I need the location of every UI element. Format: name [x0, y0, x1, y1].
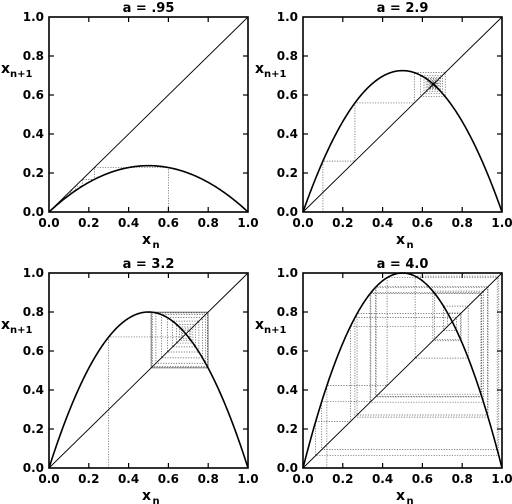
- diagonal-line: [302, 16, 503, 213]
- y-axis-label-subscript: n+1: [264, 325, 286, 336]
- x-tick-label: 0.6: [158, 472, 179, 486]
- y-axis-label-subscript: n+1: [10, 69, 32, 80]
- chart-2: 0.00.0 0.2 0.2 0.4 0.4 0.6 0.6 0.8 0.8 1.0 1.0 a = …: [255, 1, 512, 251]
- chart-title: a = 2.9: [377, 1, 429, 16]
- y-tick-label: 0.4: [277, 383, 298, 397]
- y-tick-label: 0.0: [277, 205, 298, 219]
- y-axis-label: x: [255, 317, 264, 333]
- y-axis-label-subscript: n+1: [10, 325, 32, 336]
- y-tick-label: 0.4: [23, 383, 44, 397]
- x-axis-label-subscript: n: [153, 240, 160, 251]
- x-tick-label: 1.0: [237, 216, 258, 230]
- x-tick-label: 0.6: [412, 472, 433, 486]
- y-axis-label-subscript: n+1: [264, 69, 286, 80]
- x-tick-label: 0.6: [158, 216, 179, 230]
- x-axis-label: x: [142, 232, 151, 248]
- chart-3: 0.00.0 0.2 0.2 0.4 0.4 0.6 0.6 0.8 0.8 1.0 1.0 a = …: [1, 257, 259, 504]
- y-tick-label: 0.8: [277, 305, 298, 319]
- x-tick-label: 1.0: [491, 216, 512, 230]
- x-tick-label: 0.4: [372, 216, 393, 230]
- y-tick-label: 1.0: [23, 10, 44, 24]
- diagonal-line: [48, 272, 249, 469]
- chart-title: a = 4.0: [377, 257, 429, 272]
- y-tick-label: 1.0: [277, 266, 298, 280]
- x-axis-label-subscript: n: [153, 496, 160, 504]
- y-tick-label: 0.0: [23, 205, 44, 219]
- y-tick-label: 0.0: [277, 461, 298, 475]
- cobweb-path: [108, 311, 209, 468]
- x-axis-label: x: [142, 488, 151, 504]
- y-tick-label: 0.6: [23, 88, 44, 102]
- cobweb-path: [49, 167, 169, 212]
- x-tick-label: 0.8: [452, 472, 473, 486]
- logistic-curve: [302, 69, 503, 213]
- x-tick-label: 0.4: [118, 472, 139, 486]
- y-tick-label: 0.2: [23, 422, 44, 436]
- x-tick-label: 0.4: [372, 472, 393, 486]
- x-axis-label: x: [396, 488, 405, 504]
- y-tick-label: 0.2: [277, 422, 298, 436]
- x-tick-label: 0.8: [452, 216, 473, 230]
- x-axis-label-subscript: n: [407, 496, 414, 504]
- logistic-curve: [48, 164, 249, 213]
- chart-title: a = .95: [123, 1, 175, 16]
- x-tick-label: 0.0: [38, 472, 59, 486]
- x-tick-label: 1.0: [237, 472, 258, 486]
- y-tick-label: 0.0: [23, 461, 44, 475]
- x-tick-label: 0.0: [292, 216, 313, 230]
- cobweb-path: [315, 275, 500, 468]
- x-tick-label: 0.4: [118, 216, 139, 230]
- chart-1: 0.00.0 0.2 0.2 0.4 0.4 0.6 0.6 0.8 0.8 1.0 1.0 a = …: [1, 1, 259, 251]
- y-tick-label: 0.2: [23, 166, 44, 180]
- y-tick-label: 0.6: [23, 344, 44, 358]
- y-tick-label: 0.6: [277, 344, 298, 358]
- chart-4: 0.00.0 0.2 0.2 0.4 0.4 0.6 0.6 0.8 0.8 1.0 1.0 a = …: [255, 257, 512, 504]
- y-tick-label: 0.6: [277, 88, 298, 102]
- cobweb-path: [322, 72, 446, 212]
- x-tick-label: 0.2: [332, 472, 353, 486]
- plot-frame: [48, 16, 249, 213]
- diagonal-line: [302, 272, 503, 469]
- plot-frame: [48, 272, 249, 469]
- x-axis-label-subscript: n: [407, 240, 414, 251]
- x-tick-label: 1.0: [491, 472, 512, 486]
- diagonal-line: [48, 16, 249, 213]
- chart-title: a = 3.2: [123, 257, 175, 272]
- y-tick-label: 0.8: [23, 49, 44, 63]
- y-tick-label: 0.4: [23, 127, 44, 141]
- y-tick-label: 0.8: [23, 305, 44, 319]
- y-axis-label: x: [1, 317, 10, 333]
- plot-frame: [302, 16, 503, 213]
- x-tick-label: 0.6: [412, 216, 433, 230]
- y-axis-label: x: [255, 61, 264, 77]
- x-tick-label: 0.2: [78, 472, 99, 486]
- y-tick-label: 1.0: [23, 266, 44, 280]
- y-tick-label: 0.2: [277, 166, 298, 180]
- y-tick-label: 0.8: [277, 49, 298, 63]
- x-tick-label: 0.2: [78, 216, 99, 230]
- plot-frame: [302, 272, 503, 469]
- x-tick-label: 0.8: [198, 472, 219, 486]
- y-axis-label: x: [1, 61, 10, 77]
- x-tick-label: 0.0: [292, 472, 313, 486]
- y-tick-label: 0.4: [277, 127, 298, 141]
- x-tick-label: 0.8: [198, 216, 219, 230]
- x-tick-label: 0.2: [332, 216, 353, 230]
- x-tick-label: 0.0: [38, 216, 59, 230]
- y-tick-label: 1.0: [277, 10, 298, 24]
- x-axis-label: x: [396, 232, 405, 248]
- logistic-curve: [48, 311, 249, 469]
